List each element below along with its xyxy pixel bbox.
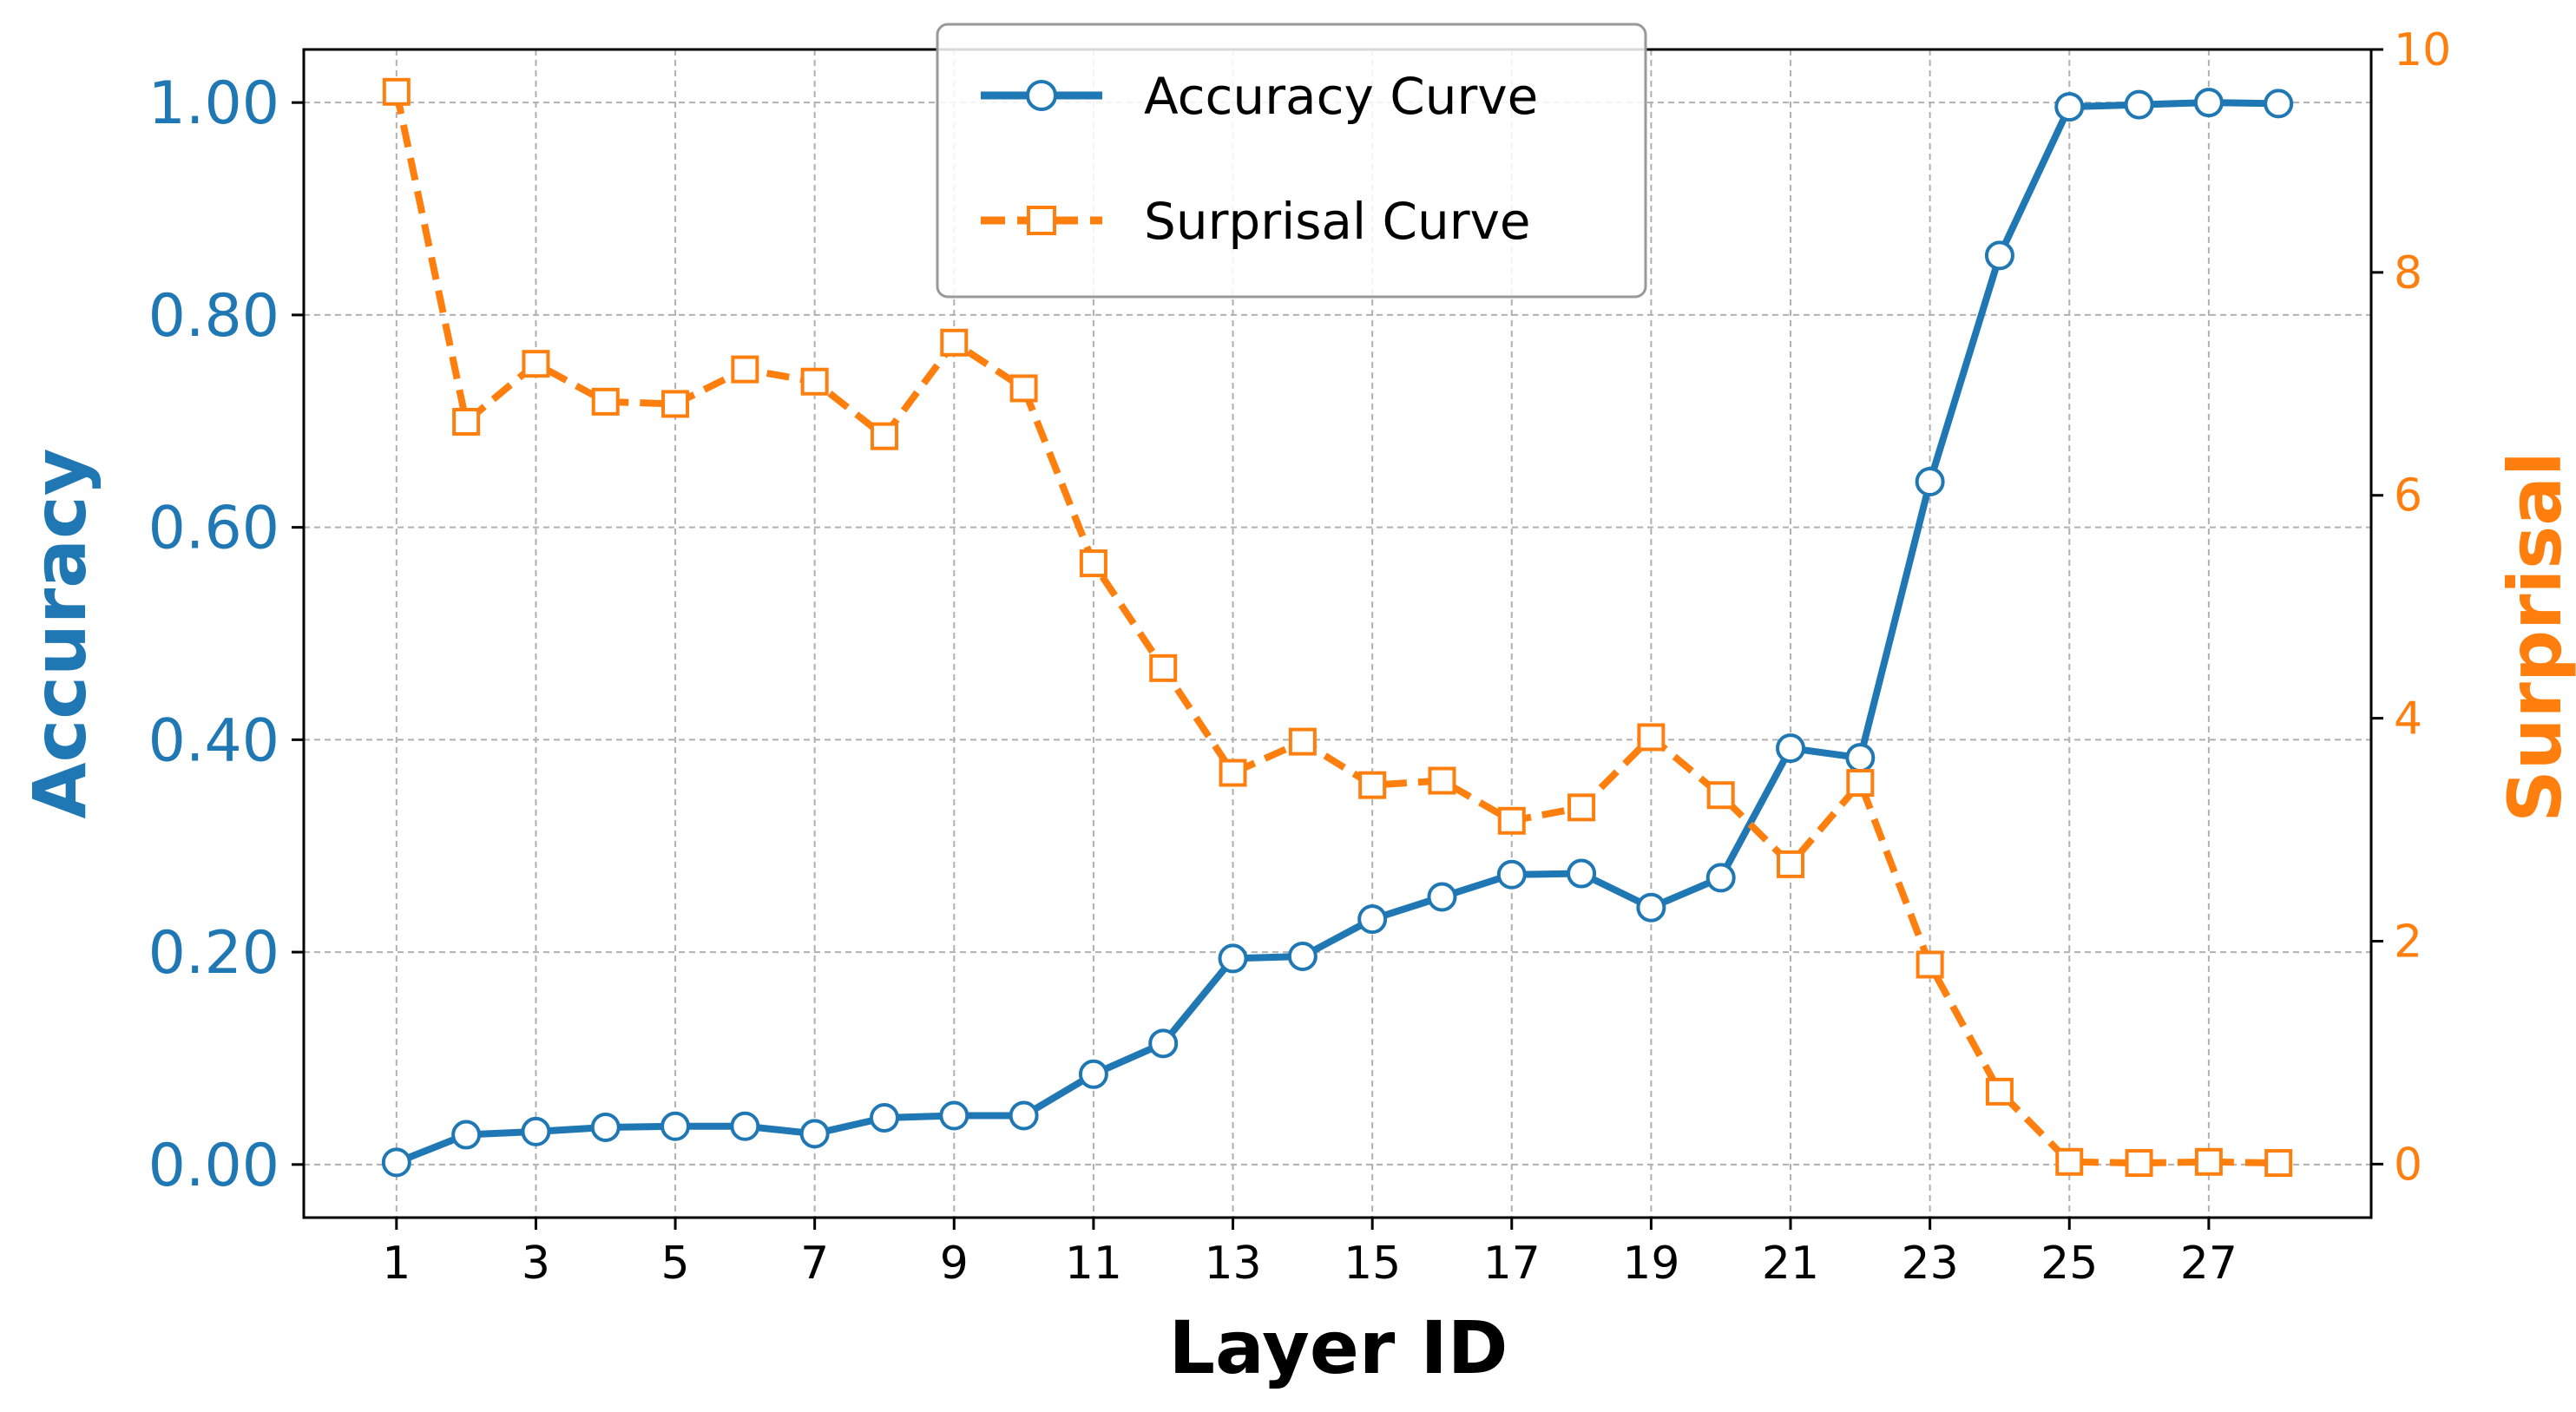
x-tick-label: 9 — [940, 1238, 969, 1290]
accuracy-point — [1705, 863, 1736, 893]
accuracy-point — [1357, 904, 1388, 935]
accuracy-point — [381, 1147, 411, 1178]
x-tick-label: 11 — [1065, 1238, 1122, 1290]
accuracy-point — [660, 1111, 691, 1141]
legend: Accuracy Curve Surprisal Curve — [936, 23, 1647, 299]
accuracy-point — [730, 1111, 760, 1141]
legend-item-surprisal: Surprisal Curve — [981, 192, 1531, 251]
accuracy-point — [1776, 733, 1806, 764]
surprisal-point — [731, 355, 759, 384]
surprisal-point — [870, 422, 898, 450]
right-y-tick-label: 4 — [2394, 693, 2422, 745]
accuracy-point — [1427, 882, 1457, 912]
left-y-axis-title: Accuracy — [17, 448, 102, 818]
legend-accuracy-marker — [1026, 80, 1057, 111]
accuracy-point — [1009, 1100, 1039, 1131]
left-y-tick-label: 1.00 — [148, 69, 279, 138]
left-y-tick-label: 0.20 — [148, 919, 279, 988]
left-y-tick-label: 0.80 — [148, 282, 279, 351]
legend-item-accuracy: Accuracy Curve — [981, 67, 1538, 126]
x-tick-label: 15 — [1344, 1238, 1401, 1290]
accuracy-point — [451, 1120, 482, 1150]
right-y-tick-label: 0 — [2394, 1139, 2422, 1191]
surprisal-point — [1219, 759, 1247, 787]
left-y-tick-label: 0.40 — [148, 706, 279, 775]
accuracy-point — [590, 1112, 621, 1142]
accuracy-point — [1915, 467, 1945, 497]
x-tick-label: 25 — [2040, 1238, 2098, 1290]
surprisal-point — [1985, 1077, 2014, 1106]
accuracy-point — [1984, 240, 2014, 271]
x-tick-label: 5 — [661, 1238, 690, 1290]
surprisal-point — [1777, 850, 1805, 878]
accuracy-point — [1148, 1028, 1179, 1059]
legend-surprisal-marker — [1027, 206, 1056, 235]
accuracy-series-line — [395, 99, 2279, 1166]
accuracy-point — [2193, 88, 2224, 118]
legend-box — [936, 23, 1647, 299]
accuracy-point — [1567, 858, 1597, 889]
surprisal-point — [1846, 769, 1875, 798]
accuracy-point — [1287, 941, 1318, 971]
surprisal-point — [800, 367, 829, 396]
legend-accuracy-label: Accuracy Curve — [1144, 67, 1538, 126]
right-y-tick-label: 10 — [2394, 24, 2451, 76]
grid-lines — [304, 49, 2371, 1218]
x-axis-title: Layer ID — [1168, 1305, 1508, 1390]
left-y-tick-label: 0.00 — [148, 1132, 279, 1200]
right-y-tick-label: 2 — [2394, 916, 2422, 968]
accuracy-point — [1845, 743, 1876, 773]
surprisal-series-line — [392, 90, 2279, 1167]
x-tick-label: 21 — [1762, 1238, 1819, 1290]
accuracy-point — [1218, 943, 1248, 974]
surprisal-point — [2125, 1149, 2153, 1178]
left-y-tick-label: 0.60 — [148, 495, 279, 563]
accuracy-point — [1496, 859, 1527, 890]
accuracy-point — [939, 1100, 969, 1131]
surprisal-point — [2055, 1147, 2084, 1176]
accuracy-point — [521, 1116, 551, 1146]
surprisal-point — [522, 350, 550, 378]
accuracy-point — [2054, 92, 2085, 122]
accuracy-point — [1078, 1059, 1108, 1089]
legend-surprisal-label: Surprisal Curve — [1144, 192, 1531, 251]
surprisal-point — [1428, 766, 1456, 795]
right-y-axis-title: Surprisal — [2493, 451, 2576, 823]
surprisal-point — [1079, 549, 1107, 578]
surprisal-point — [1637, 723, 1666, 752]
x-tick-label: 3 — [522, 1238, 550, 1290]
surprisal-point — [1916, 950, 1944, 979]
right-y-tick-label: 6 — [2394, 470, 2422, 522]
accuracy-point — [799, 1119, 830, 1149]
surprisal-point — [1567, 793, 1596, 822]
x-tick-label: 17 — [1483, 1238, 1541, 1290]
surprisal-point — [2194, 1147, 2223, 1176]
x-tick-label: 1 — [382, 1238, 411, 1290]
accuracy-point — [2264, 89, 2294, 119]
surprisal-point — [591, 387, 620, 416]
surprisal-point — [661, 390, 690, 418]
x-tick-label: 19 — [1622, 1238, 1679, 1290]
surprisal-point — [1706, 781, 1735, 810]
surprisal-point — [452, 407, 481, 436]
x-tick-label: 13 — [1204, 1238, 1261, 1290]
series-layer — [381, 77, 2294, 1178]
x-tick-label: 27 — [2180, 1238, 2238, 1290]
right-y-tick-label: 8 — [2394, 247, 2422, 299]
axis-layer: 1 3 5 7 9 11 13 15 17 19 21 23 25 270.000.200.400.600… — [148, 24, 2452, 1290]
surprisal-point — [1009, 374, 1038, 403]
surprisal-point — [1497, 806, 1526, 835]
surprisal-point — [1149, 653, 1178, 682]
surprisal-point — [940, 328, 969, 357]
surprisal-point — [1288, 727, 1317, 756]
x-tick-label: 7 — [800, 1238, 829, 1290]
accuracy-point — [869, 1102, 899, 1133]
accuracy-point — [2124, 89, 2154, 120]
x-tick-label: 23 — [1902, 1238, 1959, 1290]
accuracy-point — [1636, 892, 1666, 923]
surprisal-point — [382, 77, 411, 106]
surprisal-point — [2264, 1149, 2293, 1178]
surprisal-point — [1358, 771, 1387, 799]
